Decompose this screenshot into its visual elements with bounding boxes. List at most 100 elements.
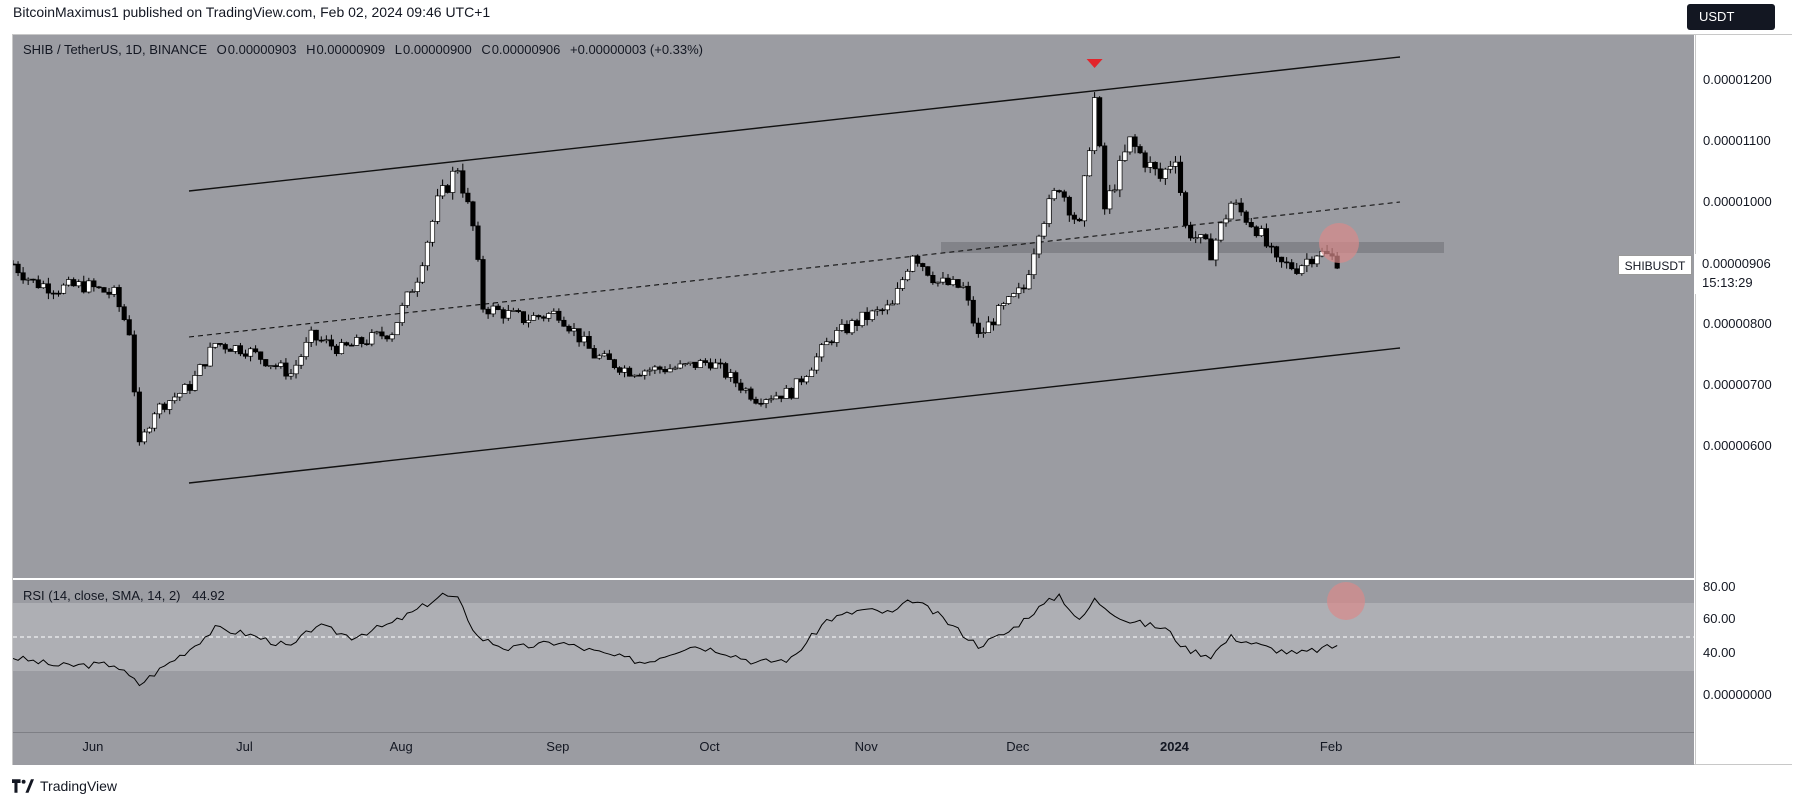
- candle-up: [505, 310, 511, 319]
- candle-down: [586, 335, 592, 349]
- candle-down: [945, 277, 951, 286]
- candle-down: [1309, 258, 1315, 265]
- candle-up: [1299, 265, 1305, 274]
- candle-up: [25, 278, 31, 281]
- candle-up: [510, 310, 516, 312]
- candle-down: [778, 395, 784, 399]
- candle-up: [677, 363, 683, 369]
- candle-down: [854, 320, 860, 326]
- candle-up: [525, 319, 532, 324]
- candle-up: [834, 330, 840, 343]
- candle-up: [1051, 190, 1057, 200]
- candle-up: [1213, 239, 1219, 261]
- candle-down: [1102, 145, 1108, 210]
- candle-up: [429, 221, 436, 243]
- candle-down: [349, 344, 355, 347]
- candle-up: [111, 287, 117, 295]
- price-tick-label: 0.00001000: [1703, 194, 1772, 209]
- candle-down: [50, 292, 56, 295]
- candle-down: [738, 382, 744, 391]
- candle-up: [632, 374, 638, 377]
- footer-brand[interactable]: TradingView: [12, 778, 117, 794]
- time-tick-label: Feb: [1319, 739, 1343, 754]
- candle-up: [1172, 161, 1179, 167]
- candle-up: [910, 255, 916, 272]
- candle-up: [894, 288, 901, 305]
- candle-up: [197, 364, 203, 376]
- candle-down: [1021, 287, 1027, 290]
- candle-up: [1228, 202, 1234, 220]
- candle-down: [35, 279, 41, 289]
- symbol-tag: SHIBUSDT: [1618, 255, 1692, 275]
- candle-down: [126, 319, 132, 336]
- candle-up: [1031, 253, 1037, 276]
- candle-up: [884, 304, 890, 311]
- candle-up: [455, 170, 461, 173]
- candle-up: [419, 265, 425, 283]
- candle-down: [384, 335, 390, 340]
- candle-up: [793, 378, 799, 399]
- channel-mid-line: [188, 201, 1401, 338]
- candle-down: [576, 328, 582, 343]
- currency-button[interactable]: USDT: [1687, 4, 1775, 30]
- candle-up: [1122, 151, 1128, 161]
- candle-down: [45, 283, 51, 294]
- rsi-tick-label: 0.00000000: [1703, 687, 1772, 702]
- candle-down: [258, 351, 264, 360]
- rsi-legend: RSI (14, close, SMA, 14, 2) 44.92: [23, 588, 225, 603]
- time-tick-label: Oct: [699, 739, 720, 754]
- candle-up: [647, 369, 653, 372]
- candle-up: [1223, 218, 1229, 224]
- peak-marker-icon: [1086, 59, 1103, 68]
- candle-down: [71, 279, 77, 287]
- price-plot[interactable]: SHIB / TetherUS, 1D, BINANCE O0.00000903…: [10, 35, 1694, 578]
- candle-down: [627, 367, 633, 377]
- candle-down: [753, 398, 759, 404]
- candle-up: [763, 399, 769, 404]
- candle-up: [192, 375, 198, 391]
- candle-up: [354, 337, 360, 346]
- candle-down: [657, 366, 663, 370]
- candle-up: [86, 280, 92, 293]
- price-chart-svg: [10, 56, 1444, 484]
- candle-up: [1198, 234, 1204, 239]
- candle-up: [905, 270, 911, 281]
- candle-down: [930, 275, 936, 284]
- candle-down: [1142, 152, 1148, 168]
- price-axis[interactable]: [1695, 35, 1793, 764]
- candle-down: [480, 259, 486, 310]
- last-price-tag: 0.00000906 15:13:29: [1694, 254, 1780, 294]
- candle-down: [864, 311, 870, 320]
- candle-down: [283, 362, 289, 377]
- candle-down: [217, 343, 223, 345]
- legend-open-key: O: [216, 42, 227, 57]
- candle-up: [369, 332, 375, 345]
- candle-down: [15, 263, 21, 274]
- candle-down: [1268, 245, 1275, 248]
- candle-up: [60, 284, 67, 294]
- candle-down: [723, 363, 729, 378]
- candle-down: [702, 360, 708, 364]
- candle-up: [687, 361, 693, 364]
- candle-down: [788, 387, 794, 399]
- candle-down: [1177, 161, 1184, 193]
- candle-down: [227, 348, 233, 352]
- candle-down: [733, 372, 739, 384]
- candle-down: [81, 281, 87, 293]
- rsi-plot[interactable]: RSI (14, close, SMA, 14, 2) 44.92: [12, 580, 1694, 732]
- candle-up: [450, 170, 456, 193]
- candle-up: [1026, 274, 1032, 290]
- candle-down: [364, 343, 370, 345]
- candle-down: [106, 291, 112, 295]
- candle-down: [829, 341, 835, 344]
- candle-up: [1233, 202, 1239, 205]
- candle-up: [247, 348, 254, 357]
- tradingview-logo-icon: [12, 779, 34, 793]
- time-axis[interactable]: [13, 732, 1694, 765]
- price-tick-label: 0.00000800: [1703, 316, 1772, 331]
- candle-up: [1127, 136, 1133, 153]
- legend-symbol: SHIB / TetherUS, 1D, BINANCE: [23, 42, 207, 57]
- candle-up: [601, 353, 607, 357]
- candle-up: [803, 376, 810, 383]
- candle-up: [980, 332, 986, 334]
